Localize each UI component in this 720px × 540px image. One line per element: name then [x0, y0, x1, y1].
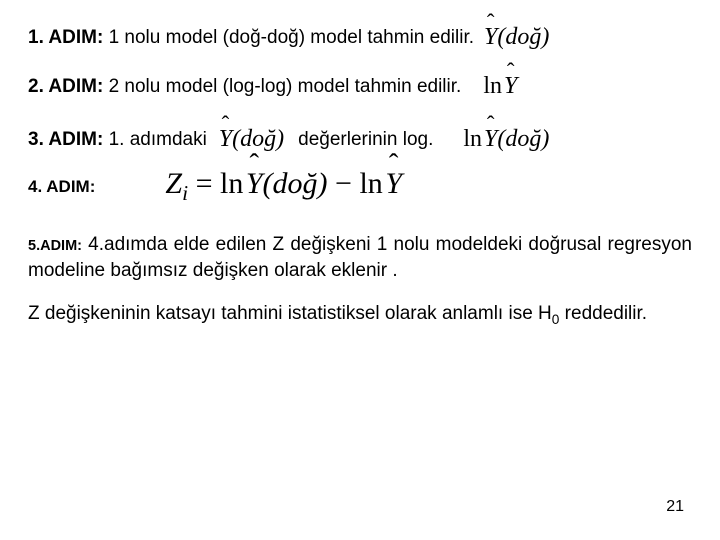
step-2-row: 2. ADIM: 2 nolu model (log-log) model ta…	[28, 73, 692, 100]
step-5-body: 4.adımda elde edilen Z değişkeni 1 nolu …	[28, 234, 692, 281]
yhat-symbol: Y	[484, 24, 497, 51]
step-1-row: 1. ADIM: 1 nolu model (doğ-doğ) model ta…	[28, 24, 692, 51]
formula-arg: doğ	[505, 24, 541, 50]
ln-text: ln	[359, 167, 382, 200]
close-paren: )	[541, 126, 549, 152]
step-3-label: 3. ADIM:	[28, 129, 103, 150]
step-4-label: 4. ADIM:	[28, 177, 95, 197]
slide-container: 1. ADIM: 1 nolu model (doğ-doğ) model ta…	[0, 0, 720, 540]
ln-text: ln	[483, 73, 502, 99]
ln-text: ln	[220, 167, 243, 200]
step-1-formula: Y(doğ)	[484, 24, 549, 51]
step-2-label: 2. ADIM:	[28, 76, 103, 97]
conclusion-text-a: Z değişkeninin katsayı tahmini istatisti…	[28, 303, 552, 324]
equals-sign: =	[188, 167, 220, 200]
yhat-symbol: Y	[484, 126, 497, 153]
step-5-paragraph: 5.ADIM: 4.adımda elde edilen Z değişkeni…	[28, 232, 692, 283]
yhat-symbol: Y	[219, 126, 232, 153]
yhat-symbol: Y	[385, 167, 402, 201]
formula-arg: doğ	[240, 126, 276, 152]
ln-text: ln	[463, 126, 482, 152]
step-3-row: 3. ADIM: 1. adımdaki Y(doğ) değerlerinin…	[28, 126, 692, 153]
yhat-symbol: Y	[504, 73, 517, 100]
z-symbol: Z	[165, 167, 182, 200]
step-4-equation: Zi = ln Y(doğ) − ln Y	[165, 167, 402, 206]
formula-arg: doğ	[273, 167, 318, 200]
close-paren: )	[318, 167, 328, 200]
step-2-body: 2 nolu model (log-log) model tahmin edil…	[103, 76, 461, 97]
open-paren: (	[232, 126, 240, 152]
minus-sign: −	[328, 167, 360, 200]
formula-arg: doğ	[505, 126, 541, 152]
step-3-text-a: 3. ADIM: 1. adımdaki	[28, 127, 207, 153]
open-paren: (	[263, 167, 273, 200]
step-3-text-b: değerlerinin log.	[298, 127, 433, 153]
close-paren: )	[276, 126, 284, 152]
step-4-row: 4. ADIM: Zi = ln Y(doğ) − ln Y	[28, 167, 692, 206]
step-2-formula: ln Y	[483, 73, 517, 100]
step-3-body-a: 1. adımdaki	[103, 129, 207, 150]
yhat-symbol: Y	[246, 167, 263, 201]
step-3-formula-right: ln Y(doğ)	[463, 126, 549, 153]
step-1-body: 1 nolu model (doğ-doğ) model tahmin edil…	[103, 27, 474, 48]
page-number: 21	[666, 498, 684, 516]
step-5-label: 5.ADIM:	[28, 238, 82, 254]
close-paren: )	[541, 24, 549, 50]
conclusion-paragraph: Z değişkeninin katsayı tahmini istatisti…	[28, 301, 692, 329]
conclusion-text-b: reddedilir.	[559, 303, 647, 324]
step-1-label: 1. ADIM:	[28, 27, 103, 48]
step-1-text: 1. ADIM: 1 nolu model (doğ-doğ) model ta…	[28, 25, 474, 51]
step-2-text: 2. ADIM: 2 nolu model (log-log) model ta…	[28, 74, 461, 100]
